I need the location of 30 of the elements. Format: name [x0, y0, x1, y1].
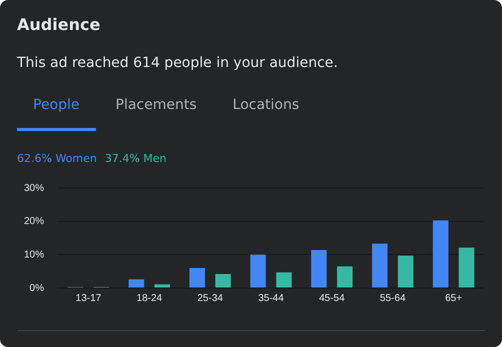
bar [432, 220, 448, 288]
bar [215, 274, 231, 288]
text: People [17, 97, 96, 131]
x-tick-label: 45-54 [319, 292, 346, 304]
bar [337, 266, 353, 288]
x-tick-label: 65+ [445, 292, 462, 304]
chart-title: Audience [17, 15, 100, 34]
bar [372, 244, 388, 288]
x-tick-label: 35-44 [258, 292, 284, 304]
y-tick-label: 20% [24, 216, 44, 228]
bar [250, 254, 266, 288]
bar [128, 279, 144, 288]
chart-subtitle: This ad reached 614 people in your audience. [17, 55, 338, 71]
x-tick-label: 25-34 [197, 292, 224, 304]
text: Locations [232, 97, 300, 115]
x-tick-label: 18-24 [136, 292, 163, 304]
text: 37.4% Men [104, 152, 167, 165]
x-tick-label: 13-17 [76, 292, 102, 304]
y-tick-label: 0% [30, 282, 44, 294]
x-tick-label: 55-64 [380, 292, 406, 304]
text: 62.6% Women [17, 152, 97, 165]
bar [154, 284, 170, 288]
y-tick-label: 30% [24, 182, 44, 194]
text: Placements [114, 97, 198, 115]
bar [458, 248, 474, 288]
bar [398, 256, 414, 288]
y-tick-label: 10% [24, 249, 44, 260]
bar [311, 250, 327, 288]
bar [276, 272, 292, 288]
bar [189, 268, 205, 288]
